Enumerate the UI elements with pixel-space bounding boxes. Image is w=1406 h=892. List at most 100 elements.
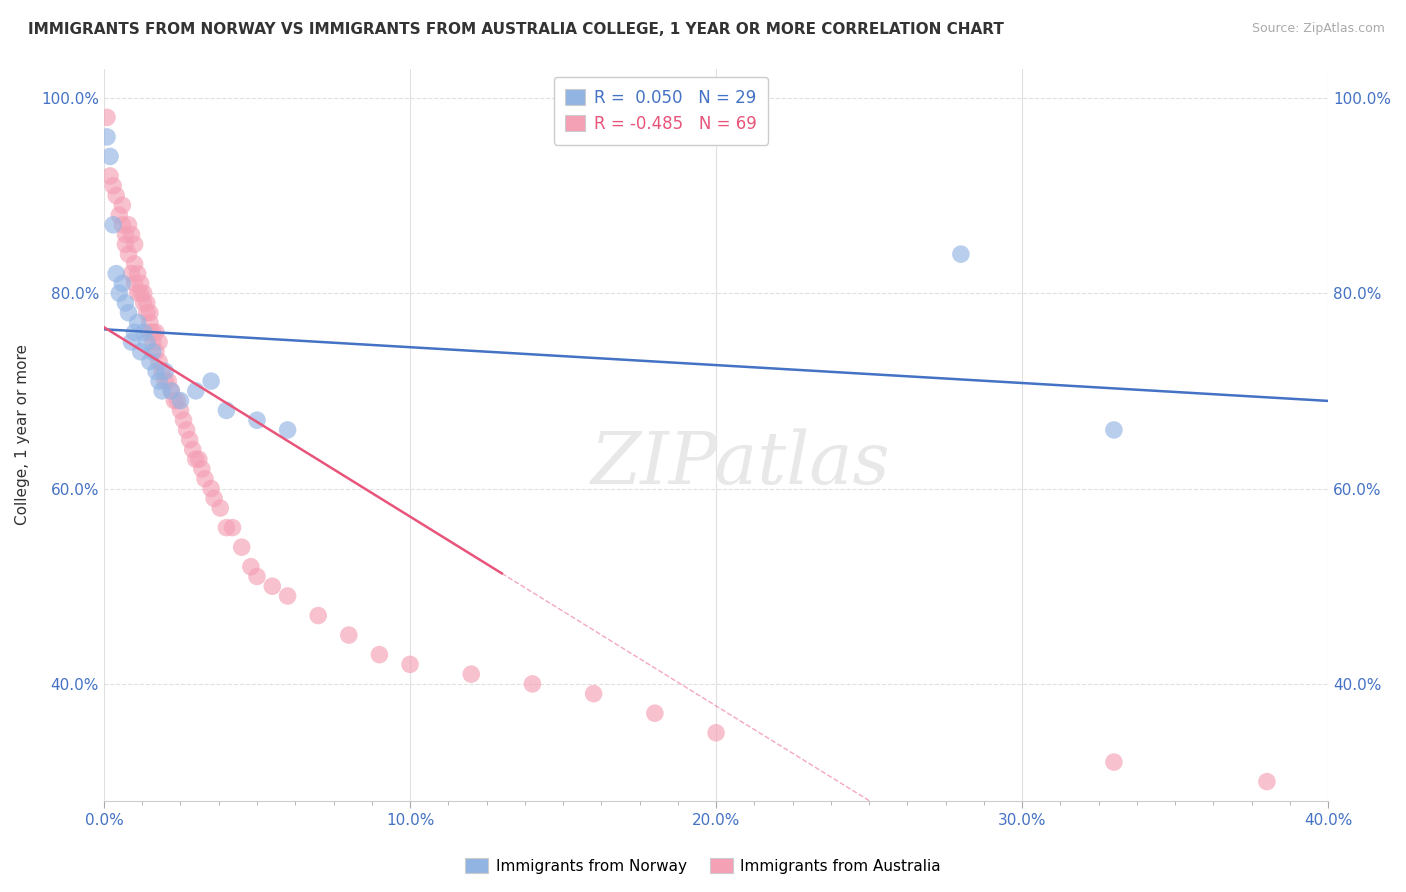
Point xyxy=(399,657,422,672)
Point xyxy=(127,286,149,301)
Point xyxy=(200,374,222,388)
Point xyxy=(200,482,222,496)
Point xyxy=(194,472,217,486)
Point xyxy=(187,452,209,467)
Point xyxy=(231,540,253,554)
Y-axis label: College, 1 year or more: College, 1 year or more xyxy=(15,344,30,525)
Point xyxy=(114,237,136,252)
Point xyxy=(169,393,191,408)
Point xyxy=(1102,423,1125,437)
Point xyxy=(209,501,232,516)
Point xyxy=(337,628,360,642)
Point xyxy=(160,384,183,398)
Point xyxy=(148,374,170,388)
Text: IMMIGRANTS FROM NORWAY VS IMMIGRANTS FROM AUSTRALIA COLLEGE, 1 YEAR OR MORE CORR: IMMIGRANTS FROM NORWAY VS IMMIGRANTS FRO… xyxy=(28,22,1004,37)
Point xyxy=(644,706,666,721)
Point xyxy=(142,334,165,349)
Point xyxy=(163,393,186,408)
Legend: R =  0.050   N = 29, R = -0.485   N = 69: R = 0.050 N = 29, R = -0.485 N = 69 xyxy=(554,77,768,145)
Point xyxy=(368,648,391,662)
Point xyxy=(307,608,329,623)
Point xyxy=(121,227,143,242)
Point xyxy=(117,247,139,261)
Point xyxy=(124,277,146,291)
Point xyxy=(111,277,134,291)
Point xyxy=(150,364,173,378)
Point xyxy=(184,384,207,398)
Point xyxy=(135,296,157,310)
Point xyxy=(139,354,162,368)
Point xyxy=(117,306,139,320)
Point xyxy=(169,403,191,417)
Point xyxy=(262,579,284,593)
Point xyxy=(145,344,167,359)
Point xyxy=(142,344,165,359)
Point xyxy=(129,277,152,291)
Point xyxy=(114,296,136,310)
Point xyxy=(105,188,128,202)
Point xyxy=(121,334,143,349)
Point xyxy=(157,374,180,388)
Point xyxy=(129,344,152,359)
Point xyxy=(139,316,162,330)
Point xyxy=(105,267,128,281)
Point xyxy=(96,129,118,144)
Point xyxy=(101,218,124,232)
Point xyxy=(277,589,299,603)
Point xyxy=(142,325,165,339)
Point xyxy=(108,286,131,301)
Point xyxy=(153,374,176,388)
Point xyxy=(582,687,605,701)
Point xyxy=(215,521,238,535)
Point xyxy=(117,218,139,232)
Point xyxy=(108,208,131,222)
Point xyxy=(1256,774,1278,789)
Point xyxy=(139,306,162,320)
Point xyxy=(132,325,155,339)
Point xyxy=(96,111,118,125)
Point xyxy=(160,384,183,398)
Point xyxy=(127,267,149,281)
Point xyxy=(522,677,544,691)
Point xyxy=(132,296,155,310)
Point xyxy=(111,218,134,232)
Point xyxy=(114,227,136,242)
Point xyxy=(111,198,134,212)
Point xyxy=(98,169,121,183)
Point xyxy=(202,491,225,506)
Point xyxy=(173,413,195,427)
Point xyxy=(246,569,269,583)
Point xyxy=(166,393,188,408)
Point xyxy=(176,423,198,437)
Point xyxy=(135,306,157,320)
Point xyxy=(239,559,262,574)
Point xyxy=(1102,755,1125,769)
Point xyxy=(124,237,146,252)
Point xyxy=(121,267,143,281)
Point xyxy=(129,286,152,301)
Point xyxy=(139,325,162,339)
Point xyxy=(145,364,167,378)
Point xyxy=(132,286,155,301)
Point xyxy=(277,423,299,437)
Point xyxy=(127,316,149,330)
Point xyxy=(150,384,173,398)
Point xyxy=(124,325,146,339)
Point xyxy=(460,667,482,681)
Point xyxy=(135,334,157,349)
Point xyxy=(181,442,204,457)
Point xyxy=(179,433,201,447)
Point xyxy=(148,354,170,368)
Legend: Immigrants from Norway, Immigrants from Australia: Immigrants from Norway, Immigrants from … xyxy=(460,852,946,880)
Point xyxy=(145,325,167,339)
Point xyxy=(153,364,176,378)
Point xyxy=(148,334,170,349)
Point xyxy=(949,247,972,261)
Point xyxy=(184,452,207,467)
Point xyxy=(98,149,121,163)
Point xyxy=(215,403,238,417)
Point xyxy=(191,462,214,476)
Point xyxy=(221,521,243,535)
Point xyxy=(101,178,124,193)
Text: Source: ZipAtlas.com: Source: ZipAtlas.com xyxy=(1251,22,1385,36)
